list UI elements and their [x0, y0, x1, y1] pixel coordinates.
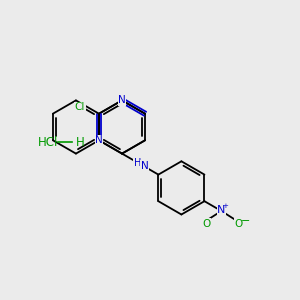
Text: −: − [241, 216, 250, 226]
Text: N: N [95, 135, 103, 145]
Text: Cl: Cl [75, 102, 85, 112]
Text: O: O [235, 219, 243, 229]
Text: +: + [223, 203, 228, 209]
Text: H: H [134, 158, 141, 167]
Text: HCl: HCl [38, 136, 58, 148]
Text: O: O [202, 219, 210, 229]
Text: N: N [217, 205, 226, 215]
Text: N: N [141, 160, 148, 170]
Text: N: N [118, 95, 126, 105]
Text: H: H [76, 136, 84, 148]
